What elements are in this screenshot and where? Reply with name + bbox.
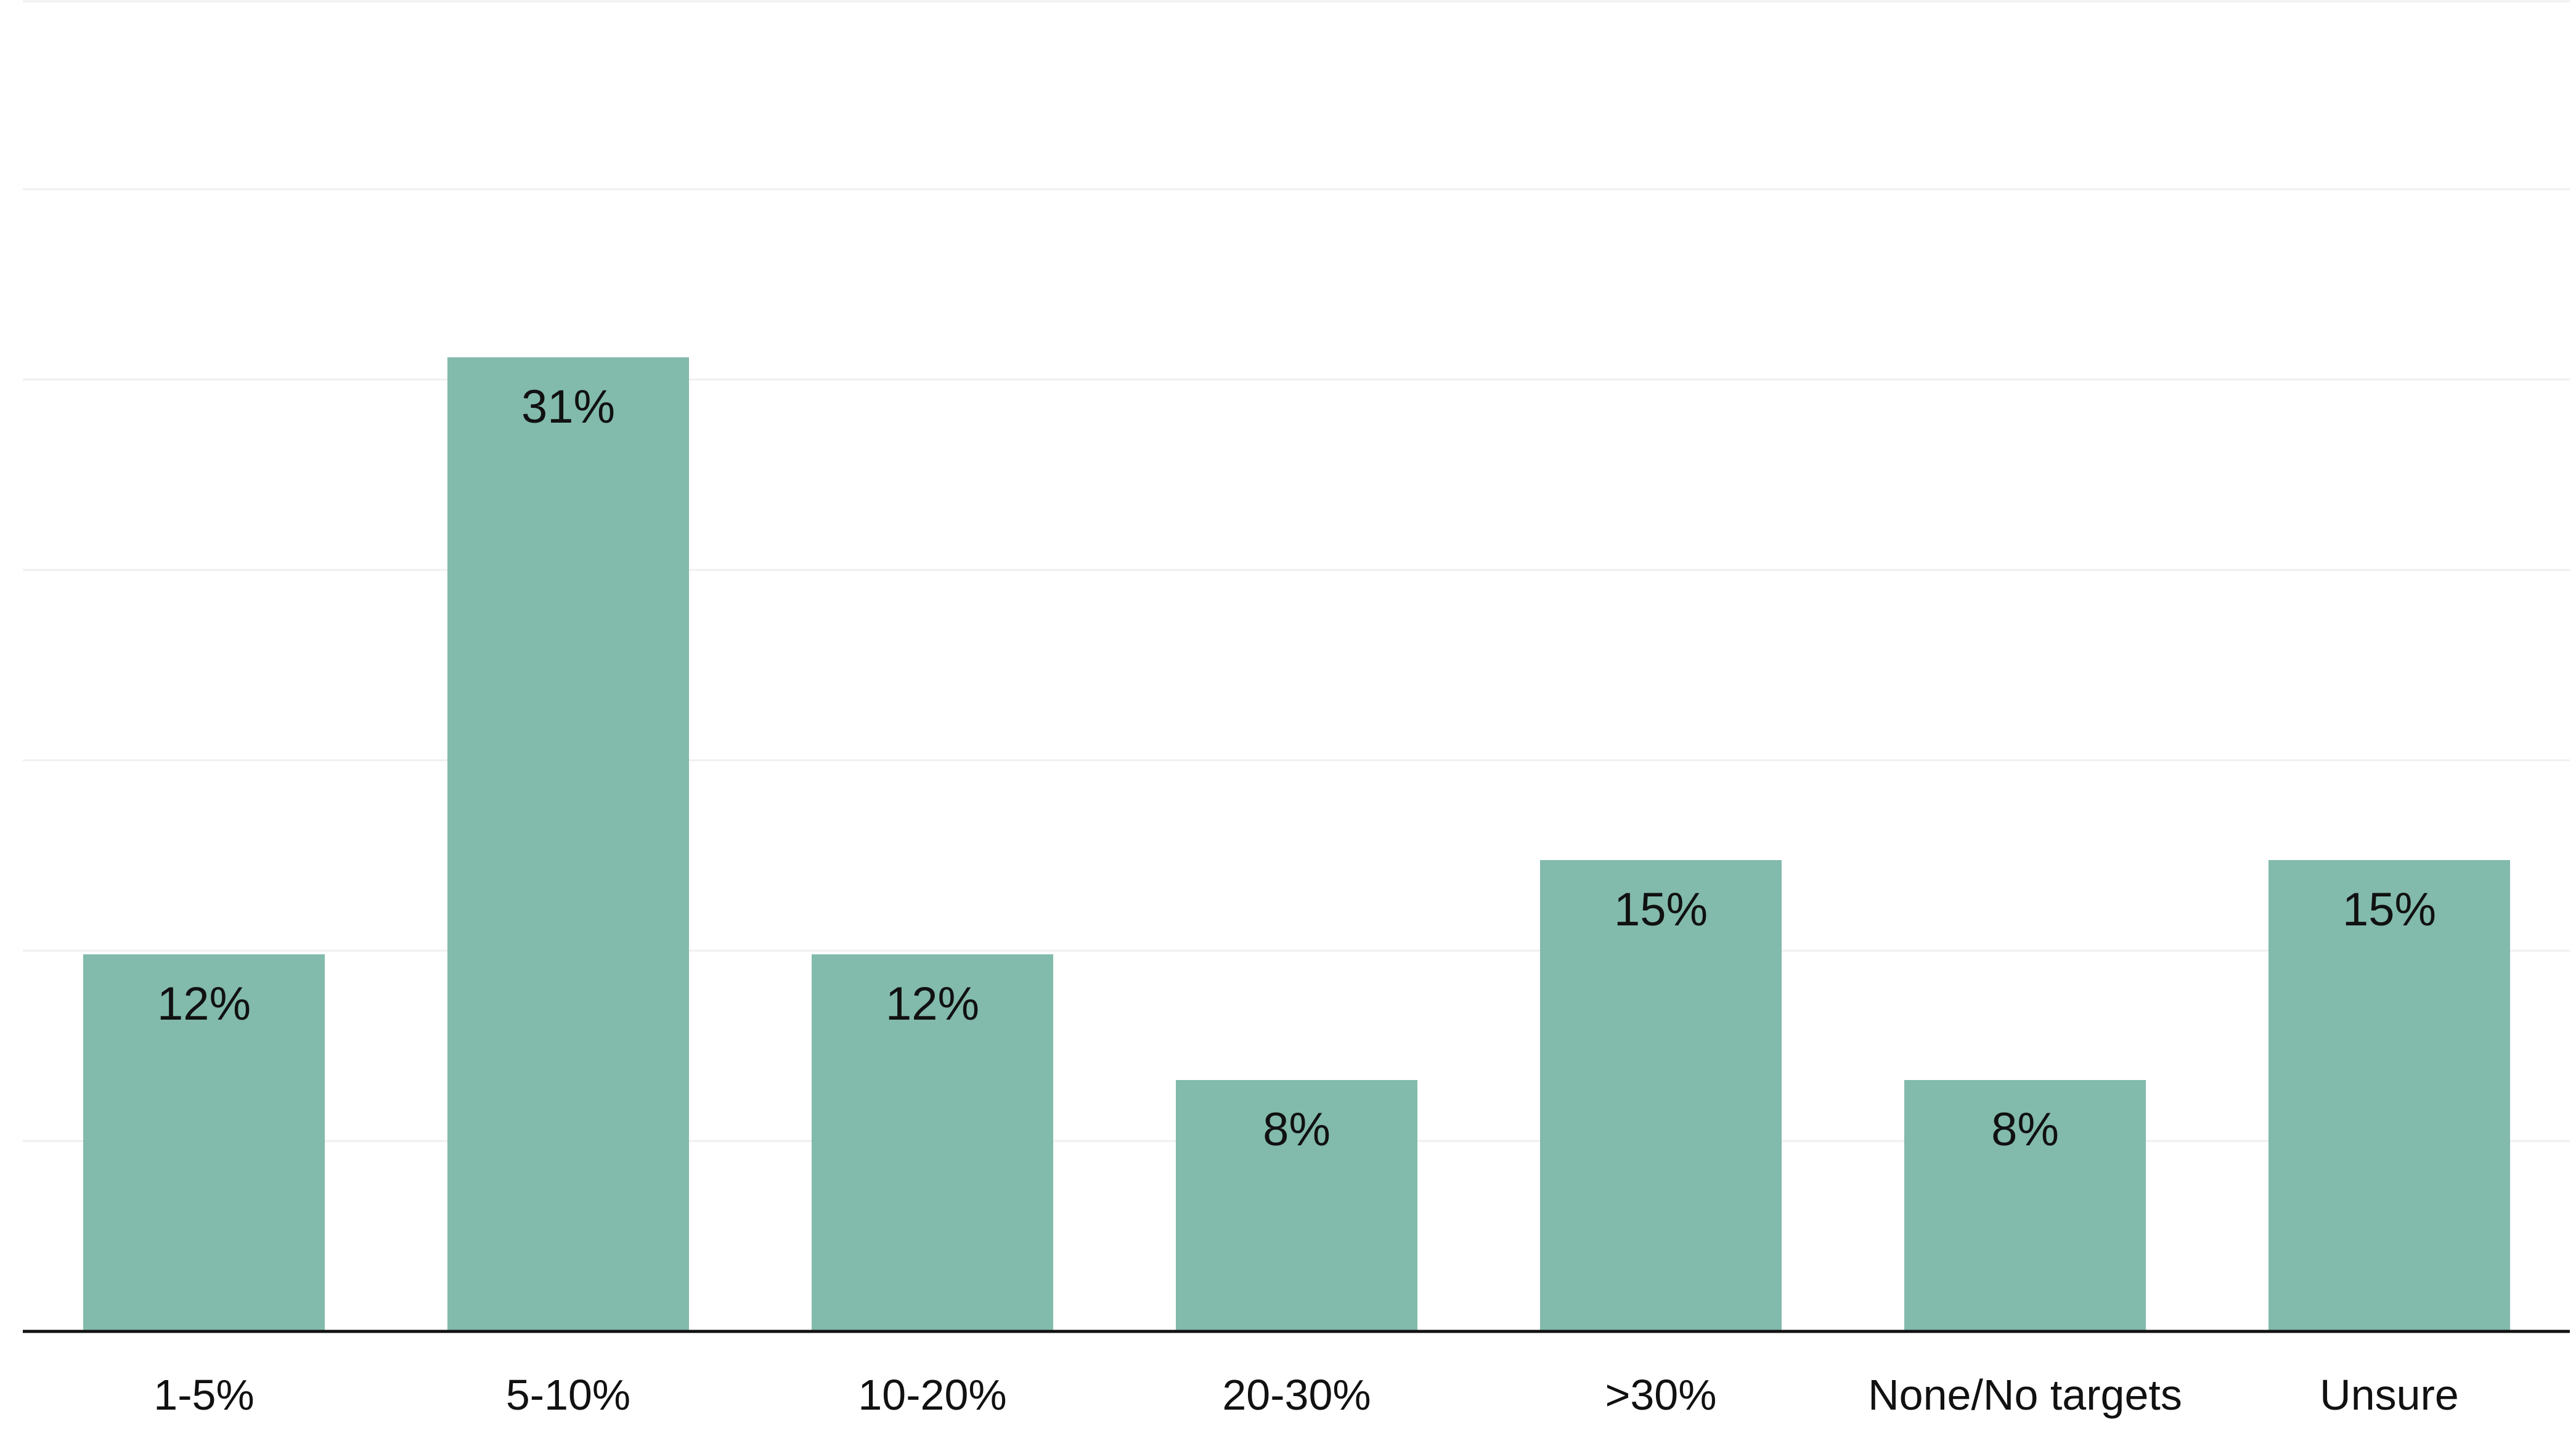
gridlines [23,0,2570,1142]
x-tick-label: None/No targets [1868,1371,2182,1419]
bar-value-label: 8% [1263,1103,1331,1156]
bar-value-label: 12% [886,978,979,1030]
bar-value-label: 12% [157,978,251,1030]
bar [447,357,689,1331]
bar [1176,1080,1417,1331]
value-labels: 12% 31% 12% 8% 15% 8% 15% [157,381,2436,1156]
bar-value-label: 31% [521,381,615,433]
x-tick-label: 1-5% [153,1371,254,1419]
x-tick-label: >30% [1605,1371,1717,1419]
x-tick-label: 20-30% [1222,1371,1371,1419]
bar [2268,860,2510,1331]
x-tick-labels: 1-5% 5-10% 10-20% 20-30% >30% None/No targets… [153,1371,2459,1419]
bar [83,954,325,1331]
bar-value-label: 15% [1614,883,1708,936]
x-tick-label: 10-20% [858,1371,1006,1419]
bar [812,954,1053,1331]
bar-value-label: 15% [2342,883,2436,936]
bar-value-label: 8% [1991,1103,2059,1156]
bars [83,357,2510,1331]
x-tick-label: Unsure [2320,1371,2459,1419]
bar [1540,860,1782,1331]
bar [1904,1080,2146,1331]
x-tick-label: 5-10% [506,1371,630,1419]
